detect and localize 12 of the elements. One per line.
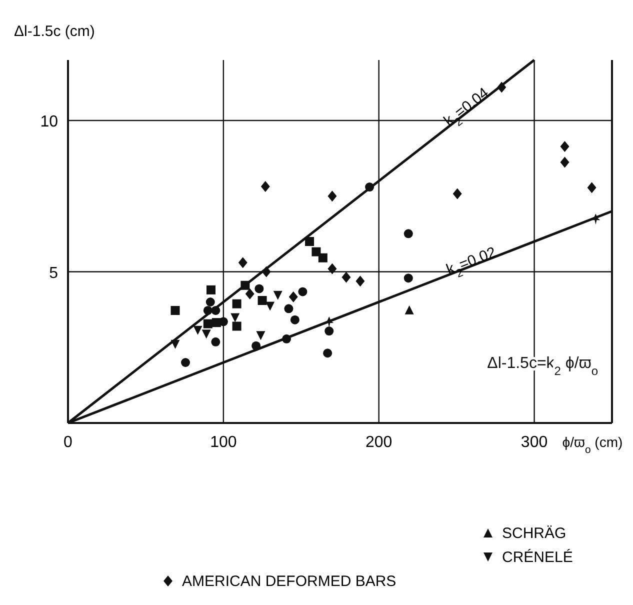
legend-label: AMERICAN DEFORMED BARS [182,573,396,590]
annotation: k$_{2}$=0.02 [444,244,498,280]
y-tick-label: 5 [49,264,58,282]
x-tick-label: 0 [64,434,73,451]
y-axis-title: Δl-1.5c (cm) [14,23,95,40]
x-tick-label: 300 [520,434,548,451]
x-tick-label: 100 [210,434,237,451]
y-tick-label: 10 [40,114,58,130]
legend-label: CRÉNELÉ [502,548,573,566]
legend-label: SCHRÄG [502,525,566,542]
x-axis-title: ϕ/ϖ$_{o}$ (cm) [562,434,623,456]
x-tick-label: 200 [366,434,392,451]
